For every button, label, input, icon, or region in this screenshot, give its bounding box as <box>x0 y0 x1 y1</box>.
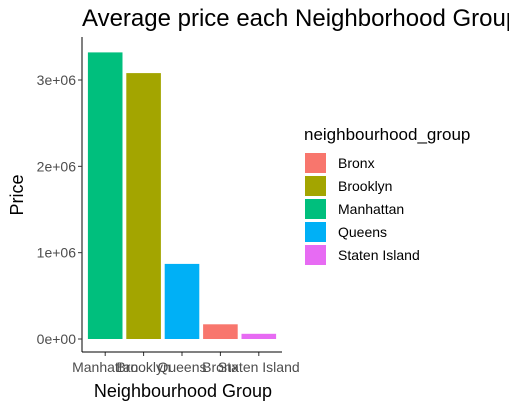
bar-manhattan <box>87 52 123 340</box>
legend-label: Manhattan <box>338 201 404 217</box>
bar-brooklyn <box>126 73 161 339</box>
y-tick-label: 3e+06 <box>37 72 77 88</box>
legend-swatch <box>305 176 326 196</box>
legend-title: neighbourhood_group <box>304 125 470 144</box>
legend-swatch <box>305 199 326 219</box>
chart-title: Average price each Neighborhood Group <box>82 5 509 32</box>
bars <box>87 52 277 340</box>
x-tick-label: Staten Island <box>218 359 300 375</box>
x-tick-label: Manhattan <box>72 359 138 375</box>
bar-queens <box>164 263 200 339</box>
legend-swatch <box>305 245 326 265</box>
y-axis-title: Price <box>7 174 27 215</box>
y-tick-label: 1e+06 <box>37 245 77 261</box>
y-tick-label: 0e+00 <box>37 331 77 347</box>
y-tick-label: 2e+06 <box>37 158 77 174</box>
x-tick-label: Queens <box>157 359 206 375</box>
legend-label: Brooklyn <box>338 178 392 194</box>
legend: neighbourhood_group Bronx Brooklyn Manhatta… <box>304 125 470 265</box>
bar-staten-island <box>241 333 277 339</box>
legend-label: Bronx <box>338 155 375 171</box>
legend-label: Queens <box>338 224 387 240</box>
y-axis: 0e+00 1e+06 2e+06 3e+06 <box>37 37 83 352</box>
x-axis-title: Neighbourhood Group <box>94 381 272 401</box>
x-tick-label: Bronx <box>202 359 239 375</box>
x-tick-label: Brooklyn <box>116 359 170 375</box>
legend-label: Staten Island <box>338 247 420 263</box>
legend-swatch <box>305 222 326 242</box>
bar-bronx <box>203 324 238 339</box>
legend-swatch <box>305 153 326 173</box>
